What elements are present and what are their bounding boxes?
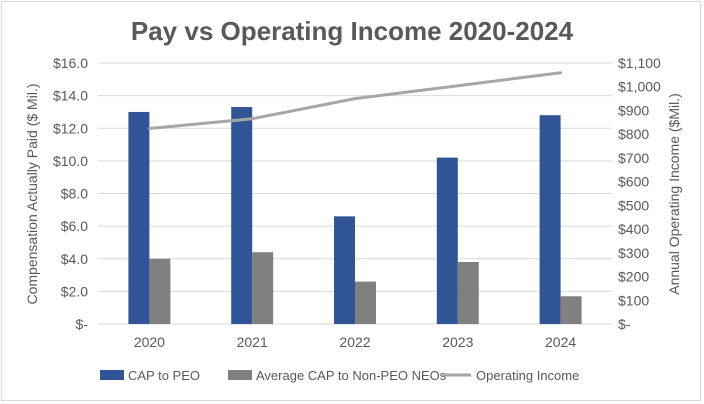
x-tick-label: 2020 — [134, 334, 165, 350]
y-tick-label: $4.0 — [61, 251, 88, 267]
bar-0-2021 — [231, 107, 253, 324]
bar-0-2024 — [539, 115, 561, 324]
y2-tick-label: $1,100 — [618, 55, 661, 71]
bar-0-2022 — [334, 216, 355, 324]
y-tick-label: $6.0 — [61, 218, 88, 234]
legend-swatch — [100, 370, 124, 380]
y2-tick-label: $1,000 — [618, 79, 661, 95]
bar-0-2023 — [436, 157, 458, 324]
x-tick-label: 2023 — [442, 334, 473, 350]
x-tick-label: 2022 — [339, 334, 370, 350]
operating-income-line — [147, 71, 563, 130]
y-tick-label: $14.0 — [53, 88, 88, 104]
y-tick-label: $16.0 — [53, 55, 88, 71]
bar-1-2023 — [457, 262, 479, 324]
y2-tick-label: $700 — [618, 150, 649, 166]
y2-axis-label: Annual Operating Income ($Mil.) — [666, 93, 682, 295]
y-tick-label: $- — [76, 316, 89, 332]
chart-title: Pay vs Operating Income 2020-2024 — [131, 16, 574, 46]
y2-tick-label: $200 — [618, 269, 649, 285]
y2-tick-label: $100 — [618, 292, 649, 308]
x-tick-label: 2024 — [545, 334, 576, 350]
y2-tick-label: $300 — [618, 245, 649, 261]
y2-tick-label: $- — [618, 316, 631, 332]
x-tick-label: 2021 — [237, 334, 268, 350]
y-tick-label: $12.0 — [53, 120, 88, 136]
bar-1-2020 — [149, 258, 171, 324]
bar-1-2021 — [252, 252, 274, 324]
bar-1-2022 — [355, 281, 376, 324]
y-tick-label: $10.0 — [53, 153, 88, 169]
y-tick-label: $8.0 — [61, 186, 88, 202]
legend-label: Average CAP to Non-PEO NEOs — [256, 368, 447, 383]
bar-0-2020 — [128, 111, 150, 324]
y2-tick-label: $500 — [618, 197, 649, 213]
y2-tick-label: $900 — [618, 102, 649, 118]
legend-swatch — [228, 370, 252, 380]
y2-tick-label: $600 — [618, 174, 649, 190]
y-axis-label: Compensation Actually Paid ($ Mil.) — [24, 84, 40, 305]
legend-label: Operating Income — [476, 368, 579, 383]
y2-tick-label: $400 — [618, 221, 649, 237]
legend-label: CAP to PEO — [128, 368, 200, 383]
y2-tick-label: $800 — [618, 126, 649, 142]
y-tick-label: $2.0 — [61, 283, 88, 299]
bar-1-2024 — [560, 296, 582, 324]
